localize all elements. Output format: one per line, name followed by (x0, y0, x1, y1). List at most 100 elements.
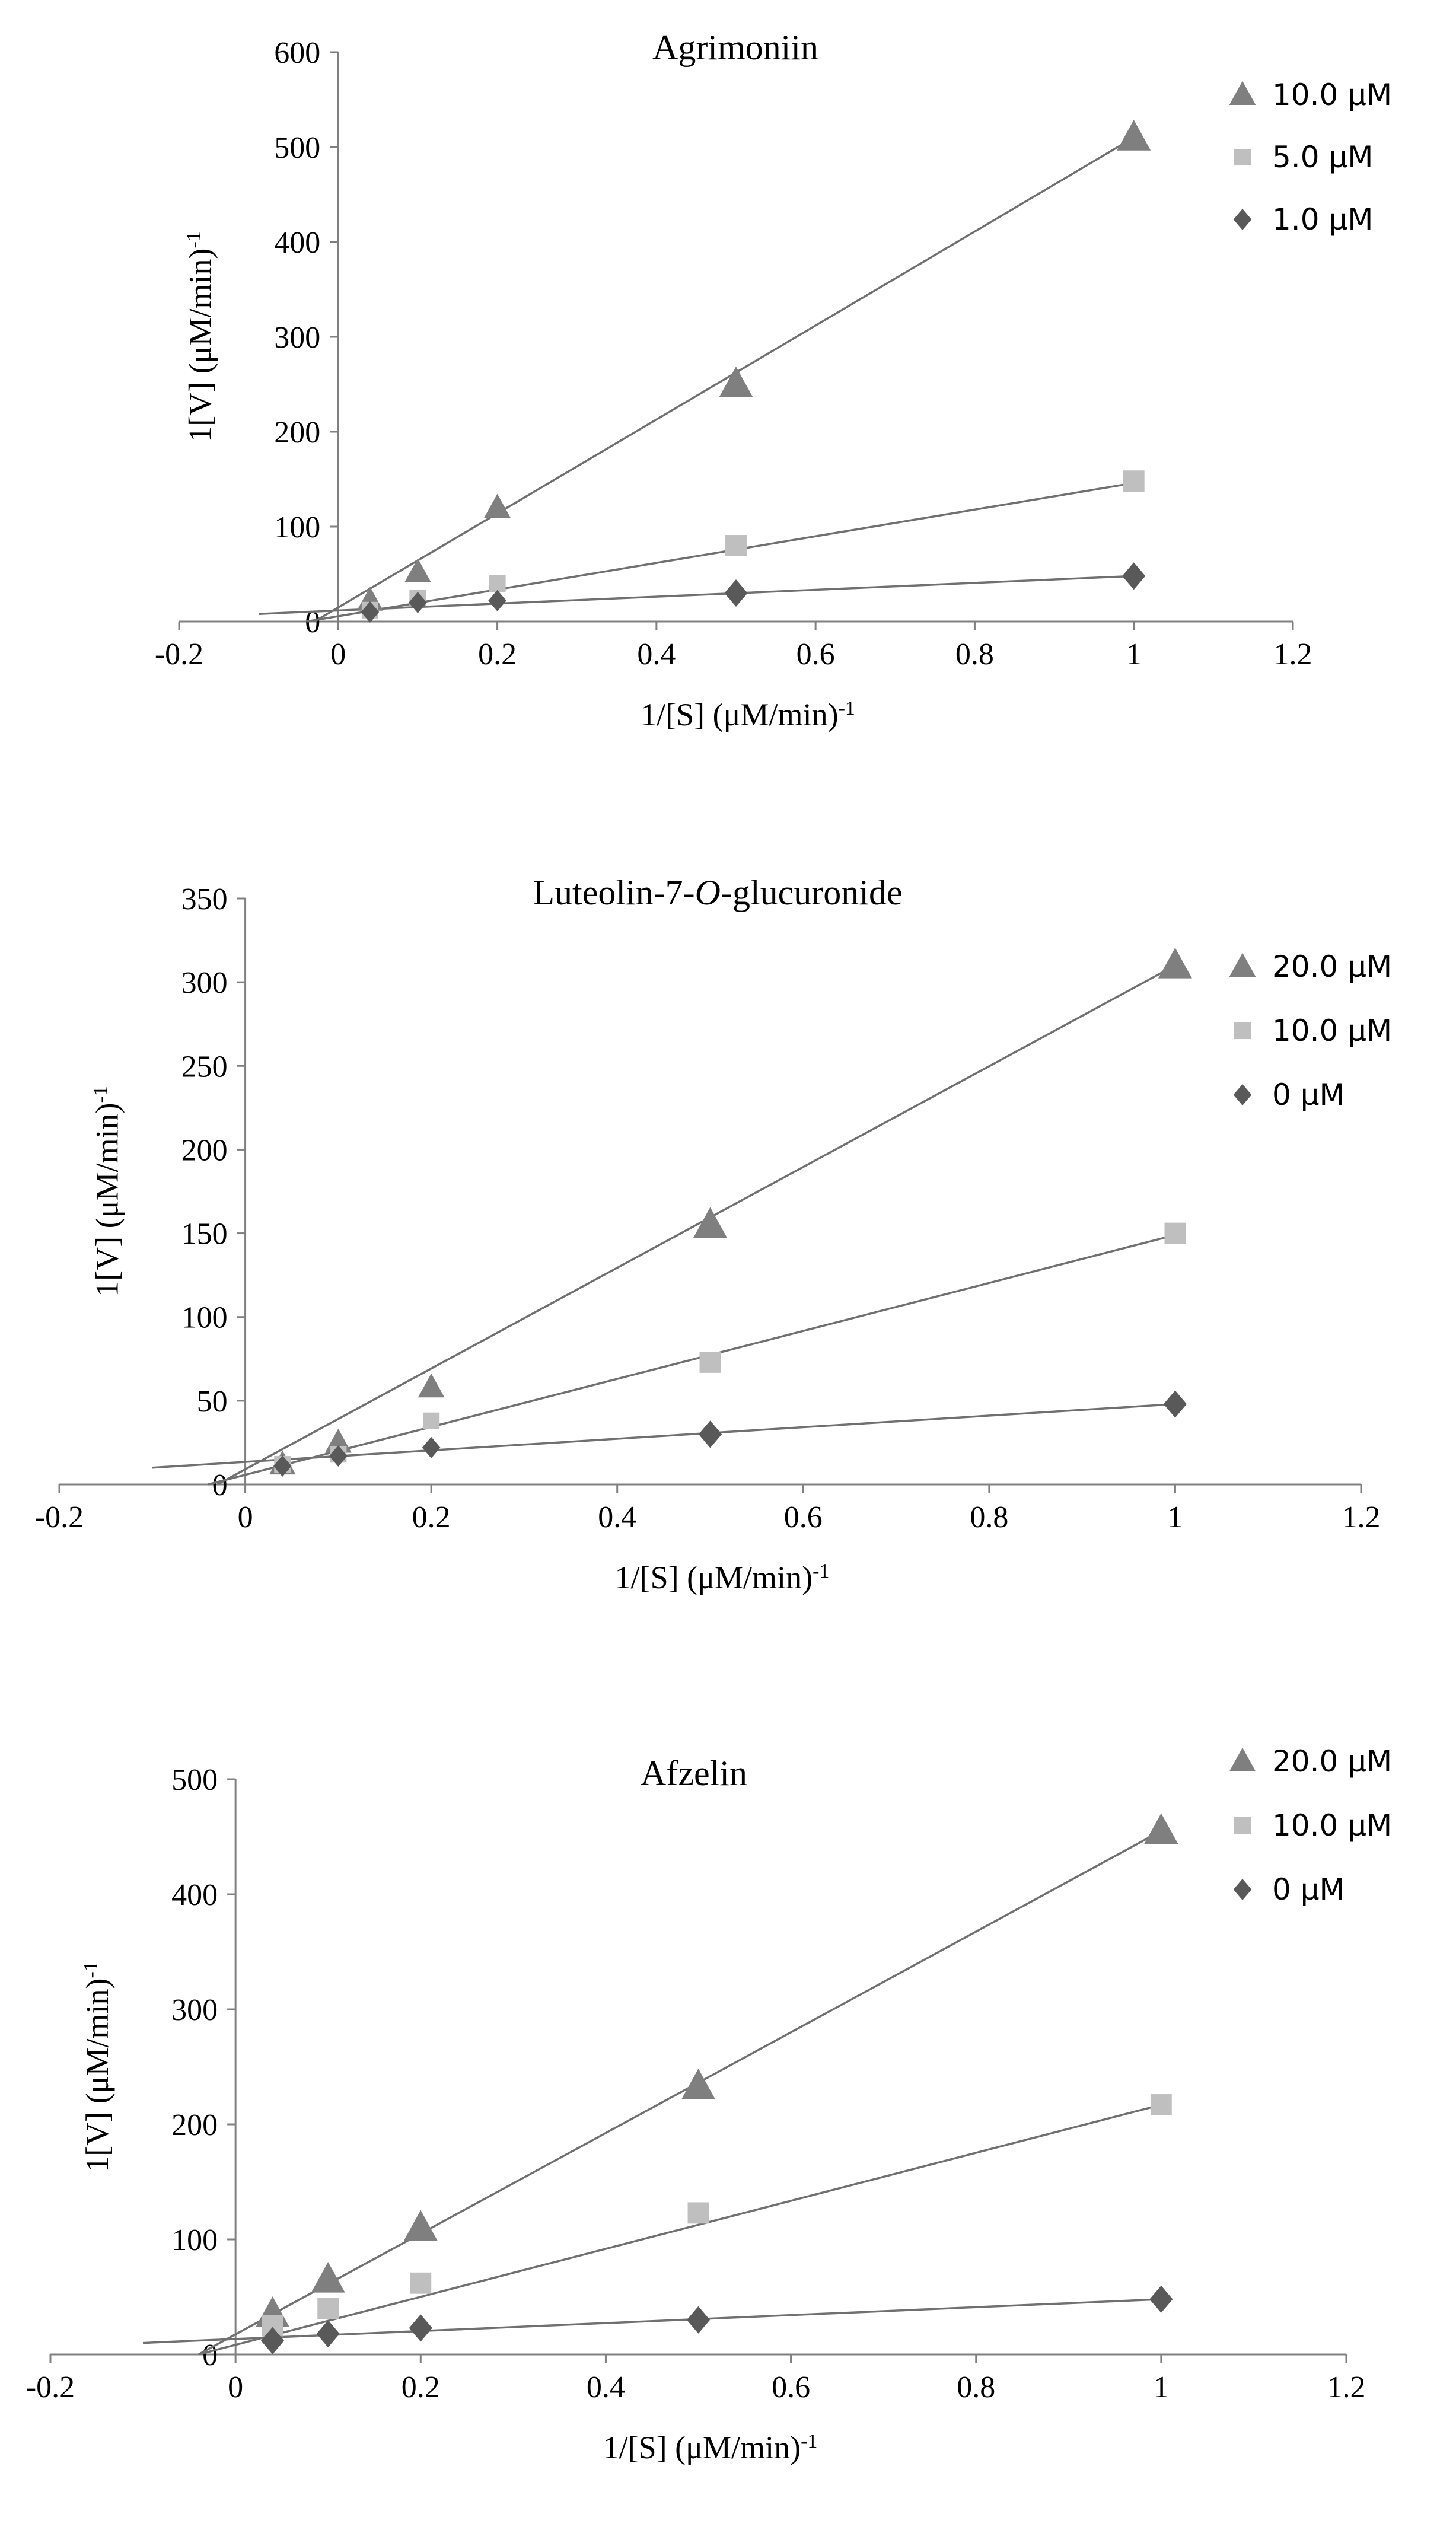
legend-label: 0 μM (1272, 1078, 1345, 1112)
data-point-diamond (686, 2306, 711, 2334)
y-tick-label: 200 (274, 416, 320, 450)
x-tick-label: 1.2 (1274, 638, 1312, 671)
data-point-square (1150, 2094, 1172, 2115)
chart-title: Afzelin (641, 1754, 747, 1793)
x-tick-label: 0.2 (412, 1500, 451, 1534)
x-tick-label: 1.2 (1327, 2370, 1366, 2404)
y-tick-label: 400 (274, 226, 320, 260)
data-point-diamond (316, 2320, 340, 2348)
x-tick-label: 0.2 (402, 2370, 440, 2404)
legend-marker-square (1234, 1817, 1251, 1834)
x-axis-title-superscript: -1 (801, 2430, 817, 2452)
y-tick-label: 200 (181, 1133, 228, 1167)
y-axis-title-text: 1[V] (μM/min) (79, 1978, 115, 2172)
legend-marker-diamond (1233, 209, 1252, 230)
x-tick-label: 0.2 (478, 638, 517, 671)
legend-marker-diamond (1233, 1879, 1252, 1900)
x-tick-label: 0.4 (587, 2370, 625, 2404)
chart-title: Agrimoniin (652, 28, 818, 67)
data-point-diamond (409, 2314, 432, 2342)
y-tick-label: 300 (274, 321, 320, 355)
x-tick-label: 0 (228, 2370, 243, 2404)
x-tick-label: 1 (1167, 1500, 1183, 1534)
y-tick-label: 200 (171, 2108, 218, 2142)
y-axis-title-text: 1[V] (μM/min) (90, 1103, 125, 1296)
x-tick-label: 0.6 (784, 1500, 823, 1534)
data-point-triangle (1158, 947, 1192, 979)
chart-title-main: Afzelin (641, 1754, 747, 1793)
data-point-triangle (1144, 1813, 1178, 1844)
x-tick-label: 0 (330, 638, 346, 671)
x-tick-label: 0.8 (955, 638, 994, 671)
y-tick-label: 600 (274, 36, 320, 70)
y-axis-title: 1[V] (μM/min)-1 (182, 231, 218, 442)
fit-line-series-0 (216, 964, 1176, 1486)
legend-label: 20.0 μM (1272, 1744, 1392, 1779)
data-point-square (699, 1351, 721, 1373)
fit-line-series-1 (208, 1234, 1175, 1486)
y-tick-label: 100 (181, 1301, 228, 1335)
data-point-triangle (403, 2210, 438, 2241)
data-point-triangle (1117, 120, 1151, 151)
data-point-square (725, 535, 747, 556)
legend-label: 10.0 μM (1272, 1014, 1392, 1048)
legend-label: 20.0 μM (1272, 949, 1392, 984)
data-point-triangle (719, 367, 753, 397)
y-tick-label: 500 (171, 1763, 218, 1797)
fit-line-series-2 (259, 575, 1134, 615)
fit-line-series-1 (306, 482, 1135, 623)
legend-label: 1.0 μM (1272, 202, 1373, 237)
chart-0: -0.2 0 0.2 0.4 0.6 0.8 1 1.20100200300400500600… (155, 28, 1392, 732)
data-point-diamond (698, 1420, 722, 1448)
x-tick-label: 0.8 (957, 2370, 995, 2404)
y-axis-title: 1[V] (μM/min)-1 (79, 1961, 115, 2172)
fit-line-series-2 (142, 2298, 1161, 2344)
y-axis-title-superscript: -1 (90, 1086, 111, 1103)
y-tick-label: 50 (197, 1385, 228, 1419)
data-point-square (687, 2202, 709, 2224)
legend-marker-square (1234, 148, 1251, 166)
legend-label: 10.0 μM (1272, 1808, 1392, 1843)
data-point-diamond (1122, 562, 1146, 590)
y-tick-label: 150 (181, 1218, 228, 1251)
data-point-square (423, 1412, 440, 1429)
legend-label: 0 μM (1272, 1872, 1345, 1907)
x-tick-label: 0.8 (970, 1500, 1008, 1534)
x-axis-title: 1/[S] (μM/min)-1 (641, 697, 855, 732)
data-point-diamond (273, 1455, 292, 1477)
data-point-diamond (361, 601, 380, 623)
y-axis-title-text: 1[V] (μM/min) (182, 248, 218, 442)
chart-1: -0.2 0 0.2 0.4 0.6 0.8 1 1.2 0 50 100 150 200 250 300 3… (35, 873, 1392, 1595)
y-tick-label: 100 (274, 511, 320, 544)
legend-marker-triangle (1229, 1747, 1256, 1772)
data-point-triangle (681, 2069, 716, 2099)
data-point-diamond (329, 1445, 348, 1467)
data-point-square (1123, 470, 1145, 492)
data-point-diamond (488, 590, 506, 611)
fit-line-series-0 (197, 1830, 1162, 2356)
y-tick-label: 400 (171, 1878, 218, 1912)
fit-line-series-2 (152, 1403, 1175, 1469)
data-point-diamond (261, 2327, 285, 2354)
x-axis-title-text: 1/[S] (μM/min) (641, 697, 838, 732)
chart-2: -0.2 0 0.2 0.4 0.6 0.8 1 1.2 0 100 200 300 400 500 Afz… (26, 1744, 1392, 2465)
data-point-triangle (693, 1207, 728, 1238)
x-tick-label: 0.6 (797, 638, 835, 671)
x-tick-label: 1.2 (1342, 1500, 1381, 1534)
fit-line-series-1 (198, 2104, 1162, 2356)
x-tick-label: -0.2 (26, 2370, 75, 2404)
y-tick-label: 350 (181, 882, 228, 916)
x-axis-title-superscript: -1 (813, 1560, 829, 1582)
legend-marker-square (1234, 1022, 1251, 1040)
y-tick-label: 300 (181, 966, 228, 1000)
data-point-triangle (404, 558, 431, 582)
chart-title-main: Agrimoniin (652, 28, 818, 67)
chart-title-italic: O (695, 873, 721, 912)
data-point-square (489, 575, 506, 592)
chart-title-main: Luteolin-7- (533, 873, 694, 912)
legend-marker-diamond (1233, 1084, 1252, 1105)
x-axis-title-text: 1/[S] (μM/min) (615, 1560, 813, 1595)
y-tick-label: 300 (171, 1993, 218, 2027)
